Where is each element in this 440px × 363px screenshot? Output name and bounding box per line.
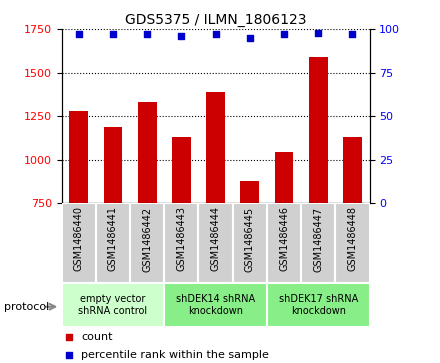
Point — [281, 31, 288, 37]
Text: shDEK14 shRNA
knockdown: shDEK14 shRNA knockdown — [176, 294, 255, 316]
Point — [349, 31, 356, 37]
Text: shDEK17 shRNA
knockdown: shDEK17 shRNA knockdown — [279, 294, 358, 316]
Point — [315, 30, 322, 36]
Bar — [62, 283, 164, 327]
Text: GSM1486444: GSM1486444 — [211, 207, 220, 272]
Text: GSM1486446: GSM1486446 — [279, 207, 289, 272]
Bar — [172, 137, 191, 203]
Bar — [138, 102, 157, 203]
Bar — [198, 203, 233, 283]
Bar — [70, 111, 88, 203]
Bar — [62, 203, 96, 283]
Text: GSM1486441: GSM1486441 — [108, 207, 118, 272]
Text: GSM1486448: GSM1486448 — [348, 207, 357, 272]
Text: GSM1486447: GSM1486447 — [313, 207, 323, 272]
Bar — [233, 203, 267, 283]
Text: count: count — [81, 332, 113, 342]
Bar — [267, 283, 370, 327]
Bar — [309, 57, 328, 203]
Point — [246, 35, 253, 41]
Title: GDS5375 / ILMN_1806123: GDS5375 / ILMN_1806123 — [125, 13, 306, 26]
Text: GSM1486443: GSM1486443 — [176, 207, 187, 272]
Point — [178, 33, 185, 39]
Point — [110, 31, 117, 37]
Text: protocol: protocol — [4, 302, 50, 312]
Bar — [130, 203, 164, 283]
Text: GSM1486442: GSM1486442 — [142, 207, 152, 272]
Bar — [335, 203, 370, 283]
Bar — [164, 283, 267, 327]
Point — [143, 31, 150, 37]
Bar — [343, 137, 362, 203]
Bar — [206, 92, 225, 203]
Bar — [103, 127, 122, 203]
Point — [75, 31, 82, 37]
Text: GSM1486440: GSM1486440 — [74, 207, 84, 272]
Bar — [275, 152, 293, 203]
Bar — [267, 203, 301, 283]
Bar — [96, 203, 130, 283]
Text: GSM1486445: GSM1486445 — [245, 207, 255, 272]
Bar — [240, 181, 259, 203]
Point — [65, 352, 72, 358]
Point — [65, 334, 72, 340]
Bar — [164, 203, 198, 283]
Bar — [301, 203, 335, 283]
Text: empty vector
shRNA control: empty vector shRNA control — [78, 294, 147, 316]
Point — [212, 31, 219, 37]
Text: percentile rank within the sample: percentile rank within the sample — [81, 350, 269, 360]
